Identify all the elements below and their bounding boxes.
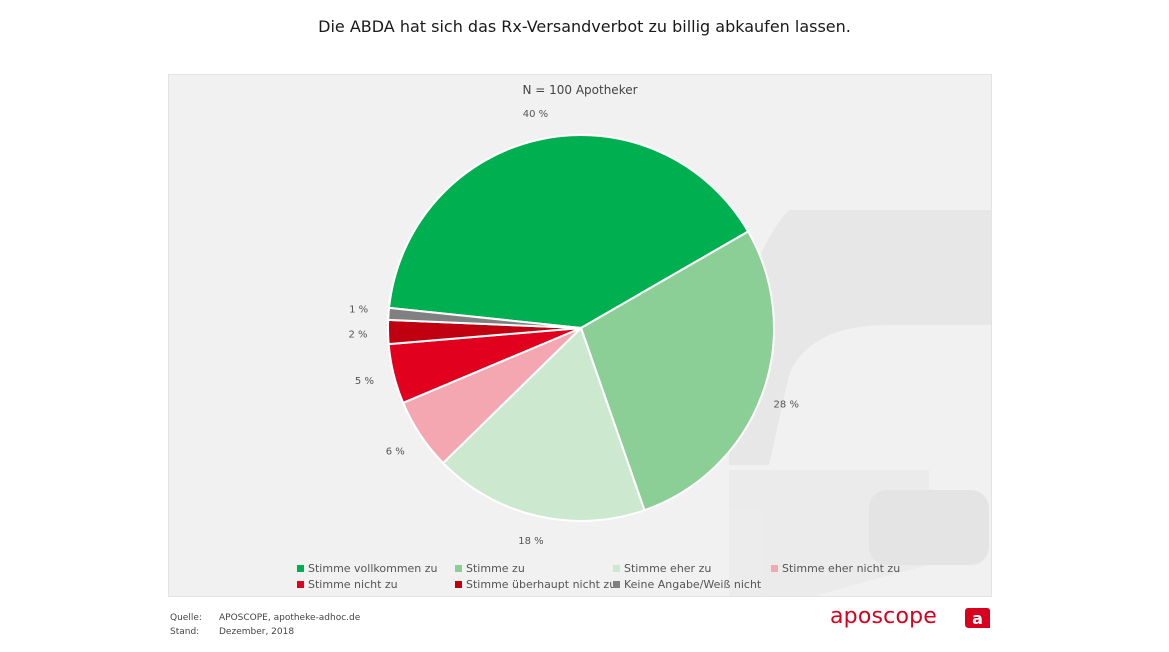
pie-data-label: 6 % <box>386 446 405 457</box>
footer-values: APOSCOPE, apotheke-adhoc.de Dezember, 20… <box>219 611 360 639</box>
legend-item: Stimme eher zu <box>613 562 711 575</box>
pie-slice <box>387 134 750 330</box>
pie-data-label: 1 % <box>349 305 368 316</box>
pie-data-label: 28 % <box>774 399 799 410</box>
pie-slice <box>441 326 646 522</box>
pie-slice <box>579 230 775 512</box>
pie-data-label: 18 % <box>518 536 543 547</box>
chart-title: Die ABDA hat sich das Rx-Versandverbot z… <box>318 17 851 36</box>
legend-label: Stimme eher nicht zu <box>782 562 901 575</box>
legend-item: Stimme überhaupt nicht zu <box>455 578 616 591</box>
legend-swatch <box>613 565 620 572</box>
legend-label: Stimme nicht zu <box>308 578 398 591</box>
legend-label: Keine Angabe/Weiß nicht <box>624 578 762 591</box>
pie-chart: 40 % 28 % 18 % 6 % 5 % 2 % 1 % <box>349 109 991 596</box>
pie-slice <box>387 306 582 329</box>
legend-item: Keine Angabe/Weiß nicht <box>613 578 761 591</box>
legend-swatch <box>455 581 462 588</box>
legend-label: Stimme überhaupt nicht zu <box>466 578 617 591</box>
legend-swatch <box>297 581 304 588</box>
legend-label: Stimme eher zu <box>624 562 712 575</box>
legend-swatch <box>771 565 778 572</box>
legend-item: Stimme nicht zu <box>297 578 398 591</box>
legend-label: Stimme zu <box>466 562 525 575</box>
source-value: APOSCOPE, apotheke-adhoc.de <box>219 613 361 623</box>
chart-subtitle: N = 100 Apotheker <box>522 83 638 97</box>
pie-data-label: 40 % <box>523 109 548 120</box>
pie-data-labels: 40 % 28 % 18 % 6 % 5 % 2 % 1 % <box>349 109 799 547</box>
legend-item: Stimme vollkommen zu <box>297 562 438 575</box>
legend-item: Stimme zu <box>455 562 525 575</box>
date-value: Dezember, 2018 <box>219 627 295 637</box>
svg-text:a: a <box>972 609 983 628</box>
legend-label: Stimme vollkommen zu <box>308 562 438 575</box>
pie-slices <box>387 134 775 522</box>
date-label: Stand: <box>170 627 200 637</box>
source-label: Quelle: <box>170 613 202 623</box>
footer-labels: Quelle: Stand: <box>170 611 202 639</box>
brand-wordmark: aposcope <box>830 604 938 629</box>
pie-data-label: 2 % <box>349 330 368 341</box>
legend-item: Stimme eher nicht zu <box>771 562 900 575</box>
chart-panel: 40 % 28 % 18 % 6 % 5 % 2 % 1 % N = 100 Apothek… <box>168 74 992 597</box>
legend-swatch <box>613 581 620 588</box>
legend-swatch <box>455 565 462 572</box>
legend-swatch <box>297 565 304 572</box>
brand-logo-icon: a <box>965 608 990 628</box>
pie-data-label: 5 % <box>355 376 374 387</box>
watermark-logo <box>729 210 991 596</box>
